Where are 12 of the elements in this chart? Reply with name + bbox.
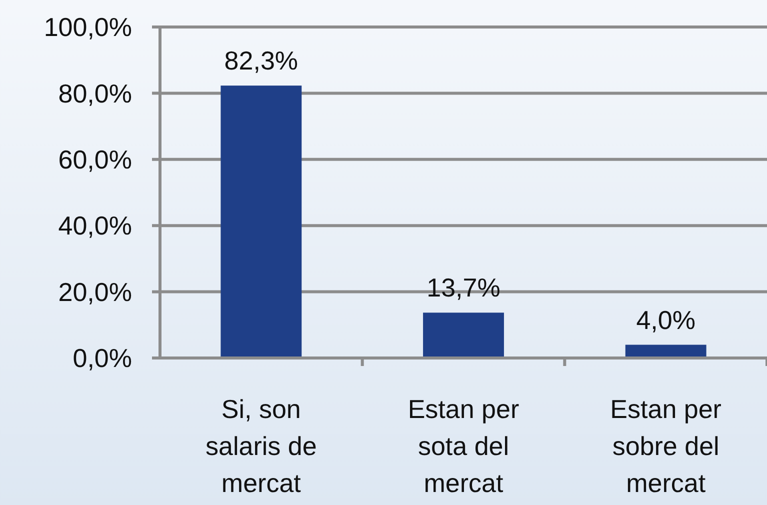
y-tick-label: 80,0% [58, 78, 132, 108]
x-tick-label: Si, son salaris de mercat [206, 394, 317, 498]
y-tick-label: 0,0% [72, 343, 132, 374]
x-tick-label: Estan per sota del mercat [408, 394, 520, 498]
y-tick-label: 60,0% [58, 144, 132, 174]
y-tick-label: 20,0% [58, 276, 132, 307]
data-label: 4,0% [636, 304, 696, 335]
x-tick-label: Estan per sobre del mercat [610, 394, 722, 498]
y-tick-label: 40,0% [58, 210, 132, 241]
y-tick-label: 100,0% [44, 12, 132, 42]
data-label: 82,3% [224, 46, 298, 76]
data-label: 13,7% [426, 272, 500, 303]
